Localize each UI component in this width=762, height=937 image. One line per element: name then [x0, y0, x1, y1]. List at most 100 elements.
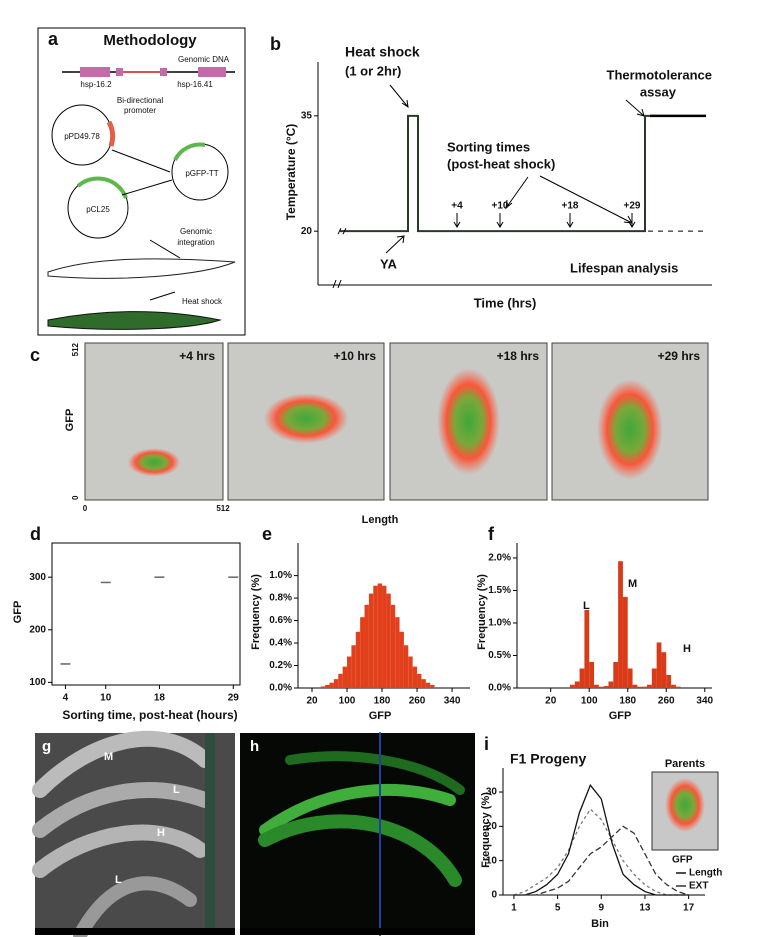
gene-diagram: [62, 67, 235, 77]
line: [513, 783, 689, 896]
annotation: promoter: [124, 106, 156, 115]
bar: [338, 673, 343, 688]
axis-label: GFP: [369, 710, 392, 722]
x-tick-label: 9: [598, 903, 604, 914]
panel-label: d: [30, 524, 41, 544]
cell-cloud: [127, 448, 181, 477]
plasmid-label: pGFP-TT: [185, 169, 218, 178]
x-tick-label: 512: [216, 504, 230, 513]
plot-title: +29 hrs: [658, 349, 701, 363]
sorting-time-label: +10: [492, 201, 509, 212]
bar: [342, 666, 348, 688]
x-tick-label: 20: [306, 696, 318, 707]
y-tick-label: 1.0%: [269, 570, 292, 581]
y-tick-label: 20: [301, 226, 313, 237]
bar: [395, 617, 400, 688]
y-tick-label: 0.6%: [269, 615, 292, 626]
legend-label: Length: [689, 868, 722, 879]
bar: [408, 656, 413, 688]
line: [513, 808, 689, 896]
annotation: Bi-directional: [117, 96, 163, 105]
bar: [574, 681, 580, 688]
bar: [671, 684, 676, 688]
sorting-time-label: +18: [562, 201, 579, 212]
y-tick-label: 0.8%: [269, 593, 292, 604]
worm-drawing: [47, 258, 236, 279]
y-tick-label: 0.2%: [269, 660, 292, 671]
bar: [594, 684, 599, 688]
x-tick-label: 5: [555, 903, 561, 914]
bar: [403, 645, 409, 688]
y-tick-label: 0.0%: [269, 683, 292, 694]
annotation: Sorting times: [447, 139, 530, 154]
x-tick-label: 0: [83, 504, 88, 513]
x-tick-label: 13: [639, 903, 651, 914]
bar: [421, 679, 426, 688]
bar: [325, 684, 330, 688]
axis-label: GFP: [64, 409, 76, 432]
panel-label: e: [262, 524, 272, 544]
y-tick-label: 100: [29, 677, 46, 688]
bar: [360, 617, 365, 688]
axis-label: Sorting time, post-heat (hours): [62, 708, 237, 722]
bar: [618, 561, 623, 688]
line: [513, 825, 689, 896]
arrow: [496, 213, 504, 228]
x-tick-label: 17: [683, 903, 695, 914]
panel-a-frame: [37, 27, 246, 336]
arrow: [628, 213, 636, 228]
bar: [569, 684, 575, 688]
panel-label: h: [250, 738, 259, 755]
axis-label: Length: [362, 514, 399, 526]
axis-label: Frequency (%): [480, 792, 492, 868]
scale-bar: [35, 928, 235, 935]
plot-title: +10 hrs: [334, 349, 377, 363]
panel-label: b: [270, 34, 281, 54]
x-tick-label: 29: [228, 693, 240, 704]
bar: [368, 593, 374, 688]
bar: [364, 604, 369, 688]
axis-break: [332, 227, 347, 289]
bar: [666, 674, 672, 688]
annotation: Thermotolerance: [607, 67, 712, 82]
plasmid-label: pPD49.78: [64, 132, 100, 141]
legend-label: GFP: [672, 855, 693, 866]
sorting-time-label: +4: [451, 201, 463, 212]
x-tick-label: 340: [444, 696, 461, 707]
bar: [622, 596, 628, 688]
y-tick-label: 0: [491, 890, 497, 901]
bar: [647, 684, 652, 688]
cell-cloud: [437, 368, 500, 475]
y-tick-label: 0.5%: [488, 650, 511, 661]
plot-title: +4 hrs: [179, 349, 215, 363]
axis-label: GFP: [609, 710, 632, 722]
worm-label: M: [104, 751, 113, 763]
facs-plot: [84, 342, 224, 501]
panel-label: i: [484, 734, 489, 754]
worms: [258, 732, 465, 936]
bar: [347, 656, 352, 688]
y-tick-label: 1.5%: [488, 585, 511, 596]
plasmid-label: pCL25: [86, 205, 110, 214]
worm-label: L: [173, 784, 180, 796]
bar: [417, 673, 422, 688]
y-tick-label: 10: [486, 855, 498, 866]
bar: [598, 686, 604, 688]
y-tick-label: 1.0%: [488, 618, 511, 629]
x-tick-label: 340: [696, 696, 713, 707]
annotation: integration: [177, 238, 214, 247]
x-tick-label: 10: [100, 693, 112, 704]
panel-label: f: [488, 524, 495, 544]
bar: [608, 681, 614, 688]
y-tick-label: 30: [486, 787, 498, 798]
annotation: Heat shock: [345, 44, 420, 60]
y-tick-label: 2.0%: [488, 553, 511, 564]
peak-label: L: [583, 600, 590, 612]
bar: [430, 684, 435, 688]
bar: [675, 686, 681, 688]
axis-label: Bin: [591, 918, 609, 930]
chart-title: F1 Progeny: [510, 751, 586, 767]
y-tick-label: 512: [71, 342, 80, 356]
bar: [425, 682, 431, 688]
bar: [351, 645, 356, 688]
